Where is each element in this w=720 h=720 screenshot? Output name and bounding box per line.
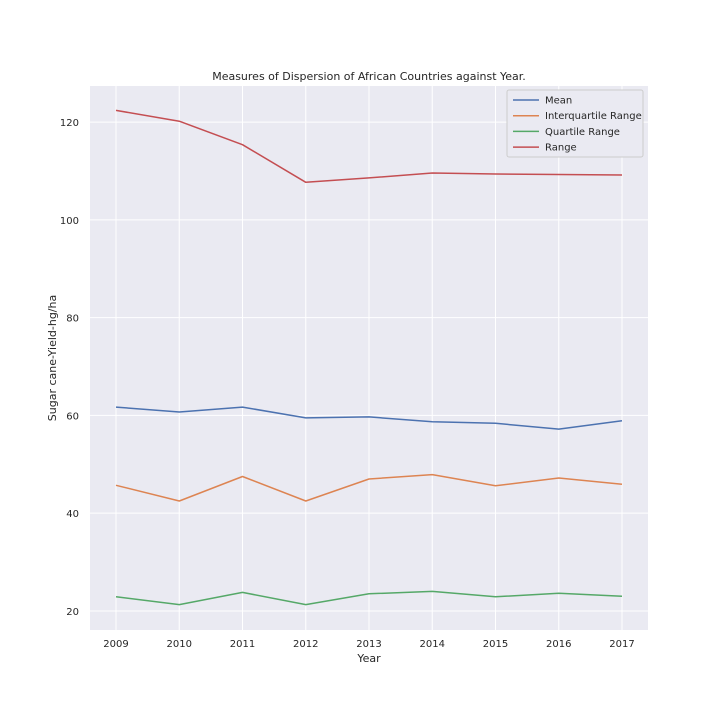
legend-label: Interquartile Range [545,111,642,122]
y-axis-label: Sugar cane-Yield-hg/ha [46,295,59,421]
legend-label: Quartile Range [545,127,620,138]
series-lines [115,109,623,606]
x-tick-label: 2015 [483,639,508,650]
x-tick-label: 2012 [293,639,318,650]
y-tick-label: 40 [66,509,79,520]
legend-label: Range [545,143,577,154]
legend-label: Mean [545,96,572,107]
x-axis: 2009 2010 2011 2012 2013 2014 2015 2016 2017 [103,639,634,650]
y-axis: 20 40 60 80 100 120 [60,118,79,618]
x-tick-label: 2011 [230,639,255,650]
chart-title: Measures of Dispersion of African Countr… [212,70,526,83]
series-line-0 [115,406,623,430]
y-tick-label: 80 [66,314,79,325]
x-tick-label: 2014 [420,639,445,650]
y-tick-label: 100 [60,216,79,227]
y-tick-label: 60 [66,411,79,422]
x-tick-label: 2017 [609,639,634,650]
series-line-3 [115,109,623,184]
x-tick-label: 2016 [546,639,571,650]
y-tick-label: 120 [60,118,79,129]
x-tick-label: 2013 [356,639,381,650]
grid [90,86,648,630]
legend-box [506,89,644,158]
x-axis-label: Year [356,652,381,665]
x-tick-label: 2009 [103,639,128,650]
legend: Mean Interquartile Range Quartile Range Ran… [506,89,644,158]
y-tick-label: 20 [66,607,79,618]
series-line-1 [115,473,623,502]
x-tick-label: 2010 [167,639,192,650]
series-line-2 [115,590,623,606]
